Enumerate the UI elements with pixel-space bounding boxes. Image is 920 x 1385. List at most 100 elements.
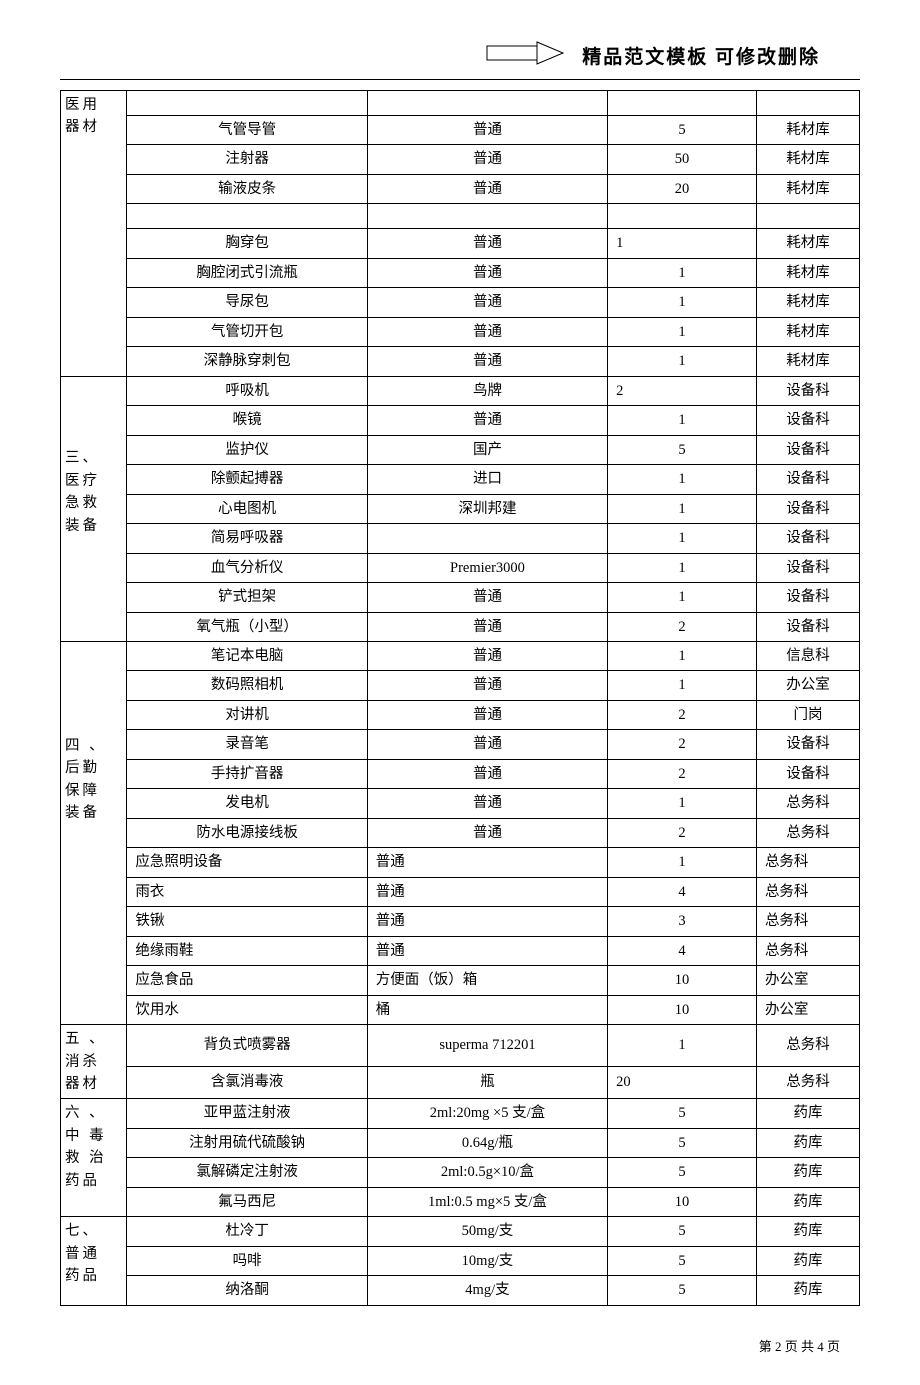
item-name: 手持扩音器 bbox=[127, 759, 367, 788]
item-name: 氟马西尼 bbox=[127, 1187, 367, 1216]
item-qty: 5 bbox=[608, 1158, 757, 1187]
item-dept: 耗材库 bbox=[756, 116, 859, 145]
table-row: 血气分析仪Premier30001设备科 bbox=[61, 553, 860, 582]
item-spec: 普通 bbox=[367, 907, 607, 936]
item-spec bbox=[367, 204, 607, 229]
item-spec: 1ml:0.5 mg×5 支/盒 bbox=[367, 1187, 607, 1216]
item-qty: 3 bbox=[608, 907, 757, 936]
item-dept: 设备科 bbox=[756, 435, 859, 464]
page-footer: 第 2 页 共 4 页 bbox=[60, 1336, 860, 1355]
item-name: 发电机 bbox=[127, 789, 367, 818]
item-spec: 普通 bbox=[367, 818, 607, 847]
table-row: 应急照明设备普通1总务科 bbox=[61, 848, 860, 877]
item-dept: 药库 bbox=[756, 1128, 859, 1157]
item-spec: 10mg/支 bbox=[367, 1246, 607, 1275]
category-cell: 三、医疗急救装备 bbox=[61, 376, 127, 641]
item-spec: 普通 bbox=[367, 317, 607, 346]
item-qty: 1 bbox=[608, 317, 757, 346]
item-spec: 普通 bbox=[367, 406, 607, 435]
item-dept: 药库 bbox=[756, 1099, 859, 1128]
item-name: 注射器 bbox=[127, 145, 367, 174]
table-row: 雨衣普通4总务科 bbox=[61, 877, 860, 906]
item-dept: 设备科 bbox=[756, 465, 859, 494]
item-spec: 普通 bbox=[367, 174, 607, 203]
category-cell: 四 、后勤保障装备 bbox=[61, 641, 127, 1024]
item-dept: 设备科 bbox=[756, 376, 859, 405]
table-row: 铲式担架普通1设备科 bbox=[61, 583, 860, 612]
item-qty: 1 bbox=[608, 641, 757, 670]
table-row bbox=[61, 204, 860, 229]
item-name: 亚甲蓝注射液 bbox=[127, 1099, 367, 1128]
item-spec: 4mg/支 bbox=[367, 1276, 607, 1305]
item-dept: 药库 bbox=[756, 1276, 859, 1305]
item-name: 对讲机 bbox=[127, 700, 367, 729]
item-spec: 普通 bbox=[367, 288, 607, 317]
item-spec: 普通 bbox=[367, 759, 607, 788]
item-qty: 2 bbox=[608, 818, 757, 847]
item-qty: 1 bbox=[608, 288, 757, 317]
item-qty: 5 bbox=[608, 1246, 757, 1275]
item-name: 笔记本电脑 bbox=[127, 641, 367, 670]
arrow-icon bbox=[486, 40, 564, 71]
item-qty: 5 bbox=[608, 1217, 757, 1246]
item-name: 输液皮条 bbox=[127, 174, 367, 203]
item-spec: 普通 bbox=[367, 583, 607, 612]
item-name: 监护仪 bbox=[127, 435, 367, 464]
item-spec: 深圳邦建 bbox=[367, 494, 607, 523]
item-dept: 总务科 bbox=[756, 1025, 859, 1067]
equipment-table: 医用器材气管导管普通5耗材库注射器普通50耗材库输液皮条普通20耗材库胸穿包普通… bbox=[60, 90, 860, 1306]
table-row: 气管切开包普通1耗材库 bbox=[61, 317, 860, 346]
item-qty: 10 bbox=[608, 1187, 757, 1216]
item-qty: 1 bbox=[608, 1025, 757, 1067]
table-row: 防水电源接线板普通2总务科 bbox=[61, 818, 860, 847]
item-name: 导尿包 bbox=[127, 288, 367, 317]
table-row: 氧气瓶（小型）普通2设备科 bbox=[61, 612, 860, 641]
item-spec: 普通 bbox=[367, 936, 607, 965]
item-name: 数码照相机 bbox=[127, 671, 367, 700]
header-rule bbox=[60, 79, 860, 80]
item-name: 血气分析仪 bbox=[127, 553, 367, 582]
item-dept: 办公室 bbox=[756, 671, 859, 700]
item-dept: 设备科 bbox=[756, 494, 859, 523]
item-dept: 耗材库 bbox=[756, 145, 859, 174]
item-dept: 总务科 bbox=[756, 936, 859, 965]
table-row: 简易呼吸器1设备科 bbox=[61, 524, 860, 553]
item-spec bbox=[367, 524, 607, 553]
item-name: 录音笔 bbox=[127, 730, 367, 759]
item-qty: 1 bbox=[608, 229, 757, 258]
table-row: 心电图机深圳邦建1设备科 bbox=[61, 494, 860, 523]
item-qty: 4 bbox=[608, 936, 757, 965]
header-title: 精品范文模板 可修改删除 bbox=[582, 42, 820, 69]
item-spec: 普通 bbox=[367, 116, 607, 145]
item-name: 心电图机 bbox=[127, 494, 367, 523]
item-qty: 1 bbox=[608, 347, 757, 376]
item-qty: 1 bbox=[608, 494, 757, 523]
table-row: 注射用硫代硫酸钠0.64g/瓶5药库 bbox=[61, 1128, 860, 1157]
item-spec: 进口 bbox=[367, 465, 607, 494]
item-spec: 0.64g/瓶 bbox=[367, 1128, 607, 1157]
item-spec: 桶 bbox=[367, 995, 607, 1024]
item-qty: 10 bbox=[608, 995, 757, 1024]
item-qty: 2 bbox=[608, 730, 757, 759]
table-row: 吗啡10mg/支5药库 bbox=[61, 1246, 860, 1275]
category-cell: 七、普通药品 bbox=[61, 1217, 127, 1305]
item-dept: 设备科 bbox=[756, 730, 859, 759]
item-dept: 总务科 bbox=[756, 848, 859, 877]
item-name bbox=[127, 91, 367, 116]
table-row: 含氯消毒液瓶20总务科 bbox=[61, 1066, 860, 1099]
page-header: 精品范文模板 可修改删除 bbox=[60, 40, 860, 71]
item-name: 氧气瓶（小型） bbox=[127, 612, 367, 641]
item-name: 胸腔闭式引流瓶 bbox=[127, 258, 367, 287]
table-row: 深静脉穿刺包普通1耗材库 bbox=[61, 347, 860, 376]
item-dept: 设备科 bbox=[756, 759, 859, 788]
item-dept: 药库 bbox=[756, 1246, 859, 1275]
category-cell: 五 、消杀器材 bbox=[61, 1025, 127, 1099]
table-row: 导尿包普通1耗材库 bbox=[61, 288, 860, 317]
table-row: 发电机普通1总务科 bbox=[61, 789, 860, 818]
item-dept: 耗材库 bbox=[756, 288, 859, 317]
table-row: 手持扩音器普通2设备科 bbox=[61, 759, 860, 788]
table-row: 除颤起搏器进口1设备科 bbox=[61, 465, 860, 494]
table-row: 录音笔普通2设备科 bbox=[61, 730, 860, 759]
item-spec: 普通 bbox=[367, 347, 607, 376]
item-dept: 药库 bbox=[756, 1187, 859, 1216]
